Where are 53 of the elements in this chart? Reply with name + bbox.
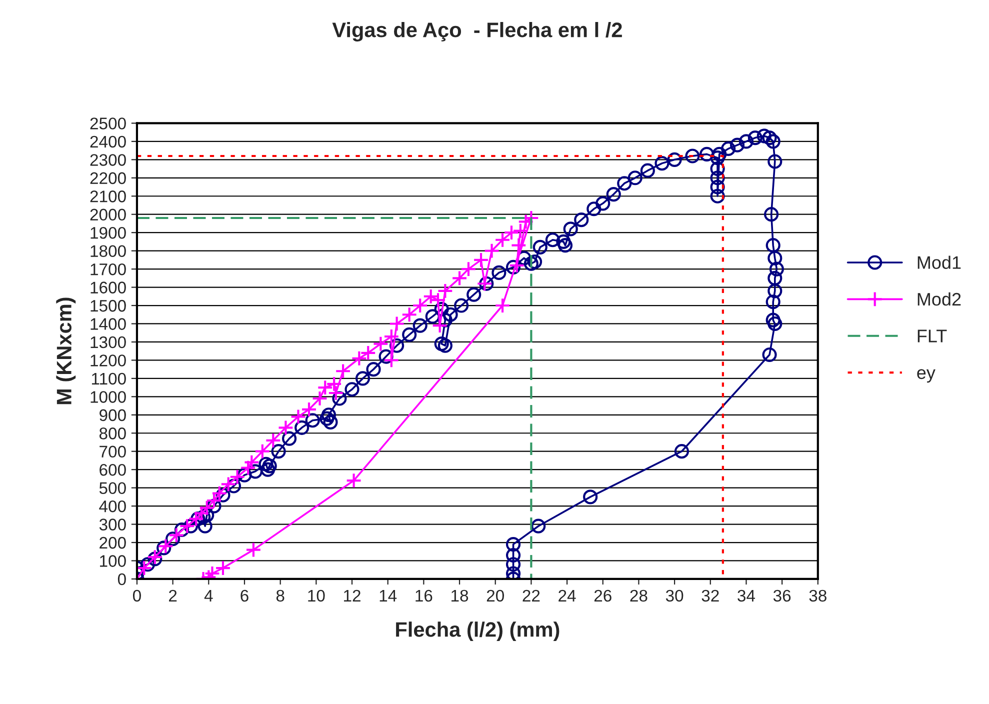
- y-tick-label: 2100: [90, 190, 126, 202]
- y-tick-label: 1800: [90, 245, 126, 258]
- x-tick-label: 22: [522, 590, 540, 602]
- x-tick-label: 30: [666, 590, 684, 602]
- x-tick-label: 10: [308, 590, 325, 602]
- x-tick-label: 26: [594, 590, 612, 602]
- y-tick-label: 600: [100, 464, 126, 476]
- y-tick-label: 2400: [90, 136, 126, 148]
- x-tick-label: 12: [344, 590, 360, 602]
- y-tick-label: 700: [100, 446, 126, 458]
- x-tick-label: 8: [276, 590, 284, 602]
- y-tick-label: 2200: [90, 172, 126, 184]
- x-tick-label: 2: [169, 590, 177, 602]
- y-tick-label: 1100: [92, 372, 126, 385]
- x-tick-label: 36: [773, 590, 791, 602]
- y-tick-label: 1300: [90, 336, 126, 348]
- legend-label: ey: [917, 369, 936, 383]
- legend-label: Mod1: [918, 256, 961, 269]
- y-tick-label: 0: [118, 573, 126, 586]
- y-tick-label: 100: [100, 555, 126, 567]
- x-tick-label: 34: [738, 590, 756, 602]
- y-tick-label: 1500: [90, 300, 126, 312]
- legend-label: FLT: [918, 330, 947, 342]
- x-tick-label: 0: [132, 590, 141, 602]
- x-tick-label: 6: [240, 590, 248, 602]
- y-tick-label: 800: [99, 428, 126, 440]
- y-tick-label: 2300: [90, 154, 126, 166]
- y-tick-label: 1600: [90, 282, 126, 294]
- y-tick-label: 500: [99, 482, 126, 494]
- y-axis-title: M (KNxcm): [56, 298, 76, 404]
- x-tick-label: 14: [380, 590, 397, 602]
- y-tick-label: 400: [99, 500, 126, 512]
- y-tick-label: 900: [100, 409, 126, 422]
- y-tick-label: 200: [100, 536, 126, 549]
- chart-title: Vigas de Aço - Flecha em l /2: [332, 22, 622, 42]
- y-tick-label: 1000: [90, 391, 126, 403]
- x-axis-title: Flecha (l/2) (mm): [396, 622, 560, 642]
- y-tick-label: 1700: [90, 263, 126, 276]
- x-tick-label: 4: [204, 590, 213, 602]
- y-tick-label: 1400: [90, 318, 126, 330]
- x-tick-label: 24: [558, 590, 576, 602]
- x-tick-label: 38: [809, 590, 826, 602]
- x-tick-label: 28: [630, 590, 648, 602]
- y-tick-label: 1200: [90, 354, 126, 366]
- x-tick-label: 32: [702, 590, 719, 602]
- legend-label: Mod2: [918, 292, 961, 306]
- x-tick-label: 16: [416, 590, 432, 602]
- y-tick-label: 2500: [90, 118, 126, 130]
- x-tick-label: 20: [486, 590, 504, 602]
- y-tick-label: 2000: [90, 208, 126, 221]
- y-tick-label: 1900: [90, 226, 126, 239]
- x-tick-label: 18: [452, 590, 468, 602]
- y-tick-label: 300: [99, 518, 126, 530]
